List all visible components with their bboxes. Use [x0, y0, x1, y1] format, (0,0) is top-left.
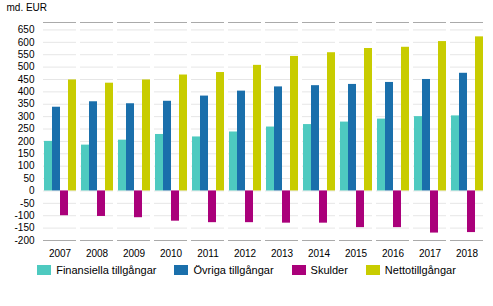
svg-text:550: 550: [18, 49, 35, 60]
svg-text:100: 100: [18, 160, 35, 171]
svg-text:2010: 2010: [160, 248, 183, 259]
svg-text:2014: 2014: [308, 248, 331, 259]
html-text:Skulder: Skulder: [310, 264, 348, 276]
svg-text:300: 300: [18, 111, 35, 122]
svg-text:600: 600: [18, 37, 35, 48]
svg-text:650: 650: [18, 24, 35, 35]
html-text:Finansiella tillgångar: Finansiella tillgångar: [56, 264, 157, 276]
svg-text:250: 250: [18, 123, 35, 134]
svg-text:50: 50: [23, 173, 35, 184]
svg-text:150: 150: [18, 148, 35, 159]
svg-text:2012: 2012: [234, 248, 257, 259]
svg-text:450: 450: [18, 74, 35, 85]
svg-text:-50: -50: [20, 198, 35, 209]
html-text:Nettotillgångar: Nettotillgångar: [384, 264, 456, 276]
svg-text:2017: 2017: [419, 248, 442, 259]
svg-text:200: 200: [18, 136, 35, 147]
svg-text:350: 350: [18, 98, 35, 109]
svg-text:500: 500: [18, 61, 35, 72]
svg-text:-150: -150: [14, 222, 34, 233]
svg-text:2007: 2007: [49, 248, 72, 259]
svg-text:0: 0: [29, 185, 35, 196]
svg-text:2018: 2018: [456, 248, 479, 259]
svg-text:-100: -100: [14, 210, 34, 221]
html-text:Övriga tillgångar: Övriga tillgångar: [193, 264, 274, 276]
svg-text:2013: 2013: [271, 248, 294, 259]
svg-text:md. EUR: md. EUR: [7, 2, 48, 13]
svg-text:2016: 2016: [382, 248, 405, 259]
svg-text:2008: 2008: [86, 248, 109, 259]
svg-text:2011: 2011: [197, 248, 219, 259]
svg-text:-200: -200: [14, 235, 34, 246]
svg-text:2009: 2009: [123, 248, 146, 259]
svg-text:400: 400: [18, 86, 35, 97]
svg-text:2015: 2015: [345, 248, 368, 259]
